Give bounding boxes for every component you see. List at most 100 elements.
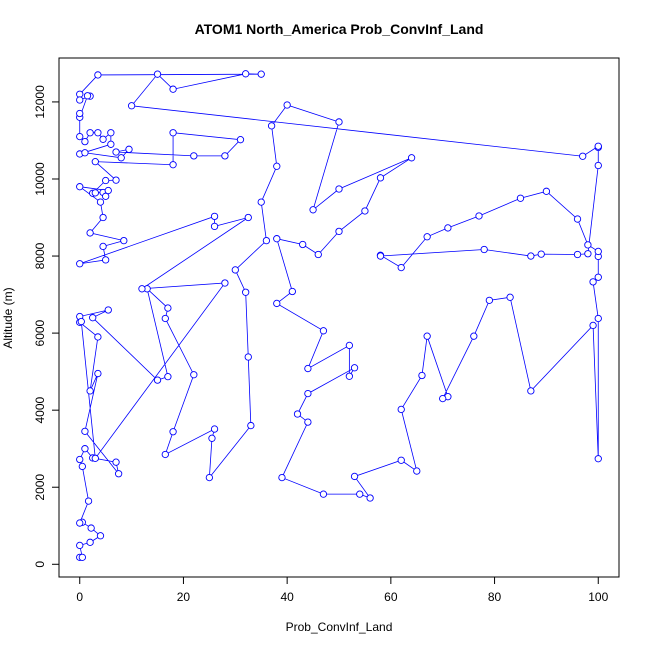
- data-point: [102, 256, 110, 264]
- data-point: [247, 421, 255, 430]
- data-point: [127, 102, 136, 110]
- data-point: [304, 364, 312, 373]
- data-point: [537, 250, 545, 258]
- data-point: [407, 154, 416, 162]
- data-point: [485, 296, 494, 305]
- data-point: [99, 242, 107, 251]
- data-point: [77, 317, 85, 326]
- data-point: [205, 473, 214, 482]
- data-point: [76, 260, 84, 268]
- data-point: [76, 132, 84, 141]
- x-tick-label: 100: [588, 590, 608, 604]
- data-point: [304, 389, 312, 398]
- data-point: [584, 250, 592, 258]
- data-point: [573, 250, 582, 259]
- data-point: [366, 494, 374, 502]
- data-point: [356, 490, 364, 498]
- data-point: [112, 148, 120, 156]
- data-point: [190, 152, 198, 160]
- data-point: [589, 278, 597, 286]
- data-point: [273, 235, 281, 243]
- data-point: [96, 532, 105, 540]
- data-point: [138, 285, 146, 293]
- data-point: [94, 129, 102, 137]
- data-point: [257, 198, 265, 206]
- data-point: [594, 247, 602, 256]
- data-point: [335, 185, 343, 193]
- data-point: [76, 96, 84, 104]
- data-point: [76, 109, 84, 118]
- data-point: [267, 122, 276, 130]
- data-line: [79, 73, 599, 558]
- chart-title: ATOM1 North_America Prob_ConvInf_Land: [195, 21, 484, 37]
- data-point: [94, 333, 102, 341]
- data-point: [244, 213, 252, 222]
- data-point: [278, 473, 286, 482]
- data-point: [594, 455, 602, 463]
- data-point: [104, 186, 112, 195]
- data-point: [91, 189, 99, 197]
- data-point: [594, 142, 602, 150]
- data-point: [257, 70, 265, 78]
- data-point: [418, 371, 426, 380]
- data-point: [293, 410, 302, 418]
- data-point: [210, 425, 219, 433]
- data-point: [81, 445, 89, 453]
- data-point: [516, 194, 525, 202]
- data-point: [104, 306, 112, 314]
- data-point: [423, 233, 431, 241]
- data-point: [76, 541, 84, 550]
- data-point: [397, 263, 405, 272]
- data-point: [91, 157, 99, 166]
- x-tick-label: 60: [384, 590, 398, 604]
- data-point: [190, 371, 198, 379]
- data-point: [81, 427, 89, 436]
- data-point: [594, 314, 602, 323]
- data-point: [112, 176, 120, 184]
- data-point: [76, 183, 84, 191]
- data-point: [350, 364, 359, 372]
- data-point: [273, 162, 281, 170]
- data-point: [78, 553, 86, 561]
- data-point: [470, 332, 478, 340]
- data-point: [210, 212, 219, 221]
- data-point: [304, 418, 312, 426]
- data-point: [231, 266, 239, 274]
- data-point: [314, 250, 322, 259]
- data-point: [99, 135, 107, 143]
- data-point: [361, 207, 369, 215]
- data-point: [594, 273, 602, 281]
- y-tick-label: 6000: [33, 319, 47, 346]
- data-point: [376, 252, 385, 260]
- data-point: [169, 129, 177, 137]
- y-tick-label: 4000: [33, 396, 47, 423]
- data-point: [594, 161, 602, 170]
- data-point: [208, 434, 216, 442]
- data-point: [161, 314, 169, 323]
- data-point: [376, 174, 385, 182]
- data-point: [221, 279, 229, 287]
- data-point: [169, 85, 177, 93]
- data-point: [573, 215, 582, 223]
- data-point: [299, 240, 307, 249]
- data-point: [242, 70, 250, 78]
- data-point: [83, 92, 92, 100]
- data-point: [242, 288, 250, 296]
- data-point: [84, 497, 93, 505]
- data-point: [86, 538, 94, 546]
- data-point: [89, 314, 97, 322]
- data-point: [76, 519, 84, 527]
- y-tick-label: 8000: [33, 242, 47, 269]
- data-point: [262, 236, 271, 245]
- data-point: [413, 467, 421, 475]
- data-point: [102, 176, 110, 185]
- data-point: [542, 187, 551, 195]
- data-point: [120, 236, 128, 245]
- data-point: [125, 145, 133, 153]
- data-point: [221, 152, 229, 160]
- data-point: [112, 458, 120, 466]
- data-point: [397, 456, 405, 464]
- data-point: [584, 241, 592, 249]
- data-point: [475, 212, 483, 220]
- x-tick-label: 80: [488, 590, 502, 604]
